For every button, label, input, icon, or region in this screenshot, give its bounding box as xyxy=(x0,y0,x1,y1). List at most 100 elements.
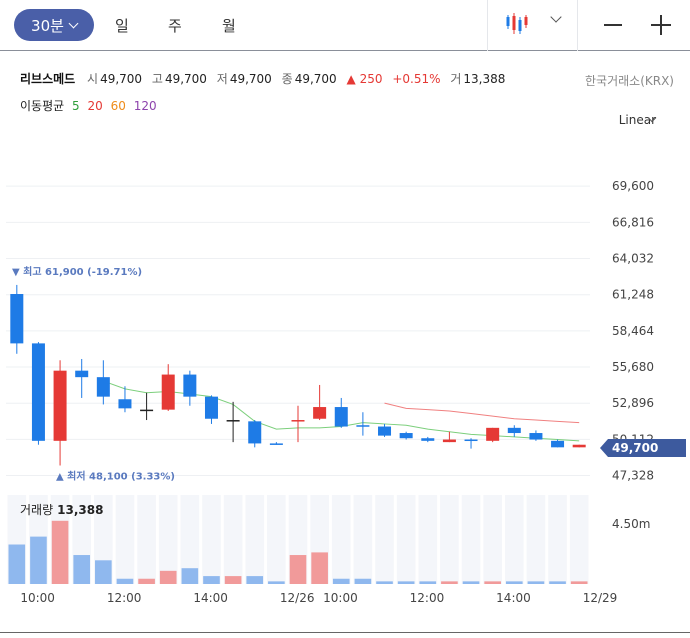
volume-column-bg xyxy=(331,495,351,584)
candle-body xyxy=(53,370,67,441)
x-axis-tick-label: 10:00 xyxy=(323,591,358,605)
candle-body xyxy=(507,427,521,434)
volume-bar xyxy=(138,578,155,584)
y-axis-tick-label: 58,464 xyxy=(612,324,654,338)
volume-column-bg xyxy=(461,495,481,584)
x-axis-tick-label: 12/26 xyxy=(280,591,315,605)
candle-body xyxy=(378,426,392,436)
volume-panel-label: 거래량 xyxy=(20,503,54,517)
low-value: 49,700 xyxy=(229,72,272,86)
candle-body xyxy=(75,370,89,378)
volume-column-bg xyxy=(137,495,156,584)
volume-bar xyxy=(116,578,134,584)
volume-bar xyxy=(181,568,199,584)
volume-bar xyxy=(73,555,91,584)
y-axis-tick-label: 52,896 xyxy=(612,396,654,410)
volume-column-bg xyxy=(245,495,265,584)
volume-bar xyxy=(30,536,47,584)
volume-panel-value: 13,388 xyxy=(57,503,104,517)
x-axis-tick-label: 14:00 xyxy=(496,591,531,605)
bottom-divider xyxy=(0,632,690,633)
candle-body xyxy=(442,439,456,443)
volume-bar xyxy=(289,555,307,584)
zoom-out-icon[interactable] xyxy=(604,24,622,26)
period-select-button[interactable]: 30분 xyxy=(14,9,94,41)
candle-body xyxy=(118,399,132,409)
volume-bar xyxy=(159,570,177,584)
volume-bar xyxy=(484,581,501,584)
candle-body xyxy=(356,425,370,427)
ma-60-label: 60 xyxy=(110,99,126,113)
change-percent: +0.51% xyxy=(392,72,441,86)
candle-body xyxy=(464,439,478,442)
tab-day[interactable]: 일 xyxy=(115,17,129,35)
volume-column-bg xyxy=(396,495,416,584)
candle-body xyxy=(226,420,240,422)
ma-5-label: 5 xyxy=(72,99,80,113)
price-summary: 리브스메드 시 49,700 고 49,700 저 49,700 종 49,700 ▲ … xyxy=(20,70,511,87)
volume-bar xyxy=(51,520,69,584)
y-axis-tick-label: 69,600 xyxy=(612,179,654,193)
volume-bar xyxy=(376,581,393,584)
high-annotation: ▼ 최고 61,900 (-19.71%) xyxy=(12,265,142,278)
zoom-in-icon[interactable] xyxy=(651,15,671,35)
current-price-label: 49,700 xyxy=(612,441,658,455)
volume-axis-label: 4.50m xyxy=(612,517,650,531)
volume-column-bg xyxy=(504,495,524,584)
y-axis-tick-label: 66,816 xyxy=(612,215,654,229)
volume-bar xyxy=(505,581,523,584)
x-axis-tick-label: 14:00 xyxy=(193,591,228,605)
moving-average-label: 이동평균 xyxy=(20,99,65,113)
volume-bar xyxy=(246,576,264,584)
candle-body xyxy=(183,374,197,397)
volume-column-bg xyxy=(115,495,135,584)
volume-bar xyxy=(8,544,26,584)
x-axis-tick-label: 10:00 xyxy=(20,591,55,605)
tab-week[interactable]: 주 xyxy=(168,17,182,35)
candlestick-chart-icon[interactable] xyxy=(505,12,529,36)
current-price-tag xyxy=(600,439,686,457)
volume-label: 거 xyxy=(450,72,462,86)
volume-column-bg xyxy=(267,495,286,584)
volume-panel-title: 거래량 13,388 xyxy=(20,501,103,518)
volume-bar xyxy=(268,581,285,584)
candle-body xyxy=(140,409,154,412)
volume-bar xyxy=(419,581,437,584)
volume-column-bg xyxy=(548,495,567,584)
volume-bar xyxy=(224,576,242,584)
volume-bar xyxy=(462,581,480,584)
candle-body xyxy=(10,294,24,344)
moving-average-legend[interactable]: 이동평균 5 20 60 120 xyxy=(20,97,161,114)
volume-bar xyxy=(549,581,566,584)
volume-column-bg xyxy=(158,495,178,584)
volume-column-bg xyxy=(180,495,200,584)
y-axis-tick-label: 47,328 xyxy=(612,469,654,483)
volume-bar xyxy=(397,581,415,584)
volume-column-bg xyxy=(440,495,459,584)
volume-column-bg xyxy=(202,495,221,584)
candle-body xyxy=(291,420,305,422)
volume-column-bg xyxy=(375,495,394,584)
ma-120-label: 120 xyxy=(133,99,157,113)
scale-select[interactable]: Linear xyxy=(618,113,656,127)
candle-body xyxy=(96,377,110,397)
period-label: 30분 xyxy=(31,16,64,35)
volume-bar xyxy=(354,578,372,584)
toolbar-divider xyxy=(487,0,488,51)
stock-name: 리브스메드 xyxy=(20,72,76,86)
candle-body xyxy=(334,407,348,427)
volume-column-bg xyxy=(418,495,438,584)
volume-bar xyxy=(95,560,112,584)
open-value: 49,700 xyxy=(100,72,143,86)
low-label: 저 xyxy=(216,72,228,86)
high-value: 49,700 xyxy=(164,72,207,86)
high-label: 고 xyxy=(151,72,163,86)
tab-month[interactable]: 월 xyxy=(222,17,236,35)
volume-column-bg xyxy=(353,495,373,584)
candle-body xyxy=(204,396,218,419)
ma20-line xyxy=(384,402,580,424)
volume-bar xyxy=(311,552,328,584)
change-arrow: ▲ xyxy=(346,72,356,86)
y-axis-tick-label: 64,032 xyxy=(612,252,654,266)
